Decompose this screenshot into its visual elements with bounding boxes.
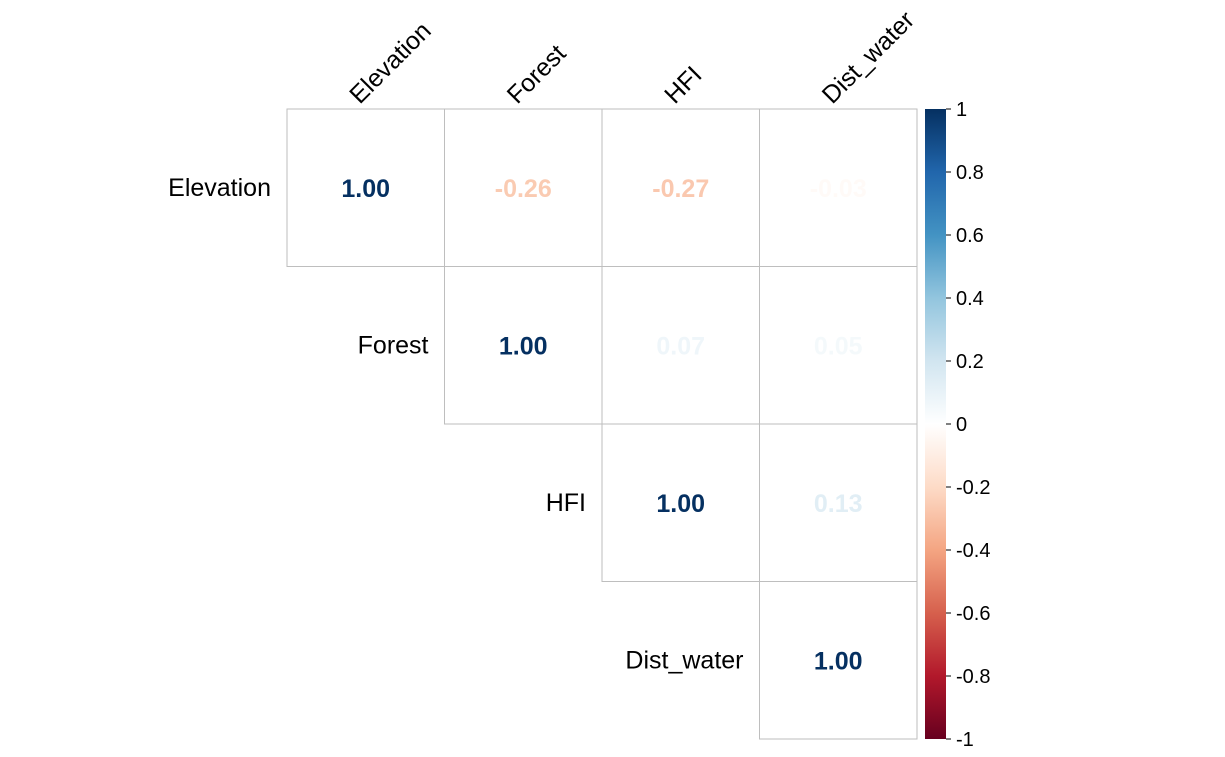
colorbar-tick-label: 0.6	[956, 225, 984, 247]
cell-value-1-2: 0.07	[656, 332, 705, 360]
colorbar-tick-label: -0.6	[956, 603, 990, 625]
matrix-cells: 1.00 -0.26 -0.27 -0.03 1.00 0.07 0.05 1.00 0.13 1…	[286, 108, 918, 740]
cell-value-1-1: 1.00	[499, 332, 548, 360]
column-labels: Elevation Forest HFI Dist_water	[344, 6, 920, 109]
colorbar-tick-label: -0.8	[956, 666, 990, 688]
row-label-dist-water: Dist_water	[625, 646, 743, 674]
column-label-forest: Forest	[502, 39, 572, 109]
row-label-forest: Forest	[358, 331, 429, 359]
cell-value-0-1: -0.26	[495, 175, 552, 203]
colorbar-tick-label: 1	[956, 99, 967, 121]
cell-value-0-2: -0.27	[652, 175, 709, 203]
cell-value-3-3: 1.00	[814, 647, 863, 675]
cell-value-0-3: -0.03	[810, 175, 867, 203]
cell-value-2-2: 1.00	[656, 490, 705, 518]
colorbar-tick-label: 0.8	[956, 162, 984, 184]
row-labels: Elevation Forest HFI Dist_water	[168, 174, 743, 675]
colorbar-tick-label: 0	[956, 414, 967, 436]
colorbar-tick-label: -0.4	[956, 540, 990, 562]
column-label-dist-water: Dist_water	[817, 6, 920, 109]
colorbar-tick-label: -1	[956, 729, 974, 751]
colorbar-tick-label: 0.4	[956, 288, 984, 310]
cell-3-3	[759, 581, 918, 740]
colorbar-gradient	[925, 109, 946, 739]
cell-value-0-0: 1.00	[341, 175, 390, 203]
column-label-elevation: Elevation	[344, 17, 437, 110]
colorbar-tick-label: 0.2	[956, 351, 984, 373]
row-label-hfi: HFI	[546, 489, 586, 517]
colorbar-tick-label: -0.2	[956, 477, 990, 499]
cell-value-2-3: 0.13	[814, 490, 863, 518]
cell-value-1-3: 0.05	[814, 332, 863, 360]
colorbar: 1 0.8 0.6 0.4 0.2 0 -0.2 -0.4 -0.6 -0.8 -1	[925, 99, 990, 751]
column-label-hfi: HFI	[659, 61, 707, 109]
row-label-elevation: Elevation	[168, 174, 271, 202]
